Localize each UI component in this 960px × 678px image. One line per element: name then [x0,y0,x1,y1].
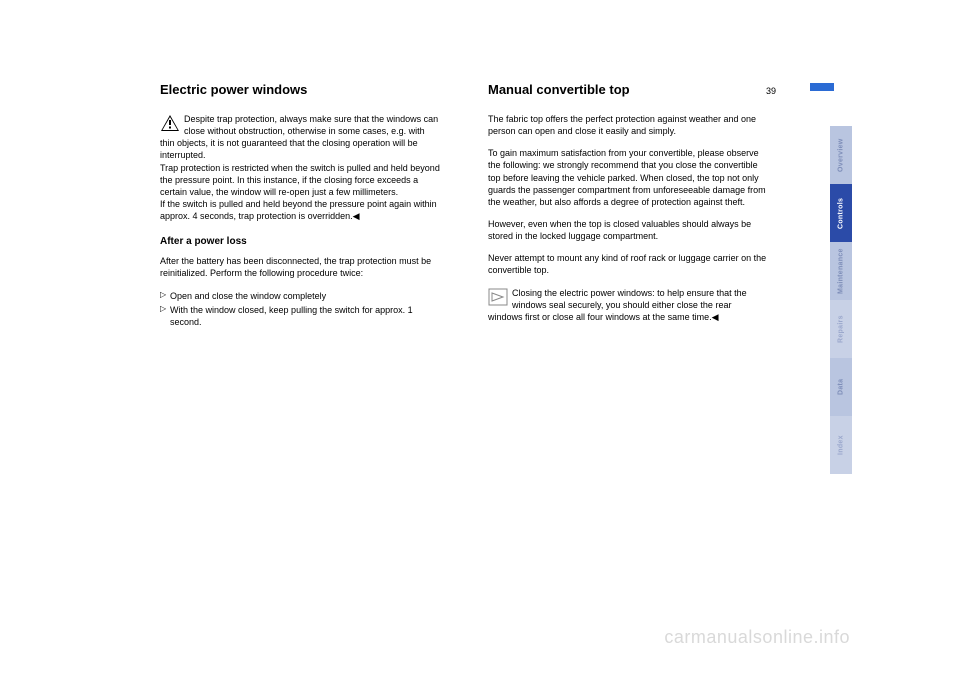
warning-text: Despite trap protection, always make sur… [160,114,440,221]
right-column: Manual convertible top 39 The fabric top… [488,82,768,333]
left-sub-paragraph: After the battery has been disconnected,… [160,255,440,279]
page-content: Electric power windows Despite trap prot… [160,82,800,333]
tip-paragraph: Closing the electric power windows: to h… [488,287,768,323]
side-tabs: Overview Controls Maintenance Repairs Da… [830,126,852,474]
left-subheading: After a power loss [160,236,440,247]
tab-controls[interactable]: Controls [830,184,852,242]
warning-icon [160,114,180,132]
right-p4: Never attempt to mount any kind of roof … [488,252,768,276]
list-item: Open and close the window completely [160,290,440,302]
tab-data[interactable]: Data [830,358,852,416]
right-p1: The fabric top offers the perfect protec… [488,113,768,137]
tab-overview[interactable]: Overview [830,126,852,184]
warning-paragraph: Despite trap protection, always make sur… [160,113,440,222]
left-column: Electric power windows Despite trap prot… [160,82,440,333]
right-p2: To gain maximum satisfaction from your c… [488,147,768,208]
tip-icon [488,288,508,306]
page-marker [810,83,834,91]
page-number: 39 [766,86,776,96]
tab-repairs[interactable]: Repairs [830,300,852,358]
left-heading: Electric power windows [160,82,440,97]
right-heading-row: Manual convertible top 39 [488,82,768,97]
right-p3: However, even when the top is closed val… [488,218,768,242]
tip-text: Closing the electric power windows: to h… [488,288,747,322]
tab-index[interactable]: Index [830,416,852,474]
list-item: With the window closed, keep pulling the… [160,304,440,328]
tab-maintenance[interactable]: Maintenance [830,242,852,300]
right-heading: Manual convertible top [488,82,630,97]
watermark: carmanualsonline.info [664,627,850,648]
